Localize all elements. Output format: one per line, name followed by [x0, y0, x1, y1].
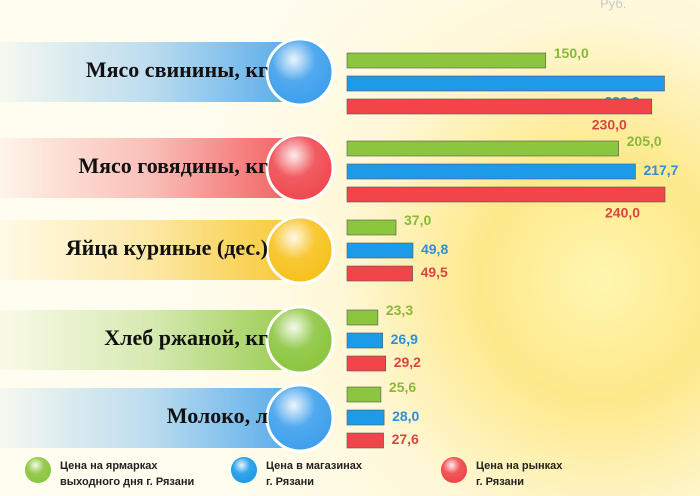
bar: [346, 186, 666, 203]
value-label: 49,8: [421, 241, 448, 257]
value-label: 217,7: [643, 162, 678, 178]
value-label: 23,3: [386, 302, 413, 318]
value-label: 29,2: [394, 354, 421, 370]
bar: [346, 386, 382, 403]
legend-label: Цена в магазинах г. Рязани: [266, 460, 362, 488]
legend-gloss: [232, 458, 256, 482]
bubble-gloss: [269, 219, 331, 281]
category-band: [0, 310, 300, 370]
value-label: 150,0: [554, 45, 589, 61]
value-label: 205,0: [627, 133, 662, 149]
value-label: 25,6: [389, 379, 416, 395]
value-label: 240,0: [605, 205, 640, 221]
bar: [346, 309, 379, 326]
value-label: 37,0: [404, 212, 431, 228]
category-label: Мясо свинины, кг: [86, 57, 268, 82]
bar: [346, 409, 385, 426]
legend-label: Цена на рынках г. Рязани: [476, 460, 563, 488]
legend-gloss: [442, 458, 466, 482]
legend-label: Цена на ярмарках выходного дня г. Рязани: [60, 460, 195, 488]
bar: [346, 52, 547, 69]
value-label: 230,0: [592, 117, 627, 133]
category-band: [0, 42, 300, 102]
bubble-gloss: [269, 137, 331, 199]
bubble-gloss: [269, 309, 331, 371]
bar: [346, 75, 665, 92]
category-label: Молоко, л: [167, 403, 268, 428]
bubble-gloss: [269, 41, 331, 103]
unit-label: Руб.: [600, 0, 626, 11]
category-band: [0, 138, 300, 198]
bar: [346, 332, 383, 349]
bar: [346, 265, 413, 282]
value-label: 26,9: [391, 331, 418, 347]
value-label: 28,0: [392, 408, 419, 424]
bar: [346, 140, 619, 157]
value-label: 27,6: [392, 431, 419, 447]
category-label: Хлеб ржаной, кг: [104, 325, 268, 350]
category-label: Мясо говядины, кг: [78, 153, 268, 178]
category-band: [0, 388, 300, 448]
bubble-gloss: [269, 387, 331, 449]
bar: [346, 355, 386, 372]
legend-gloss: [26, 458, 50, 482]
bar: [346, 219, 397, 236]
bar: [346, 98, 653, 115]
bar: [346, 242, 414, 259]
category-band: [0, 220, 300, 280]
value-label: 49,5: [421, 264, 448, 280]
category-label: Яйца куриные (дес.): [66, 235, 268, 260]
bar: [346, 163, 636, 180]
bar: [346, 432, 384, 449]
